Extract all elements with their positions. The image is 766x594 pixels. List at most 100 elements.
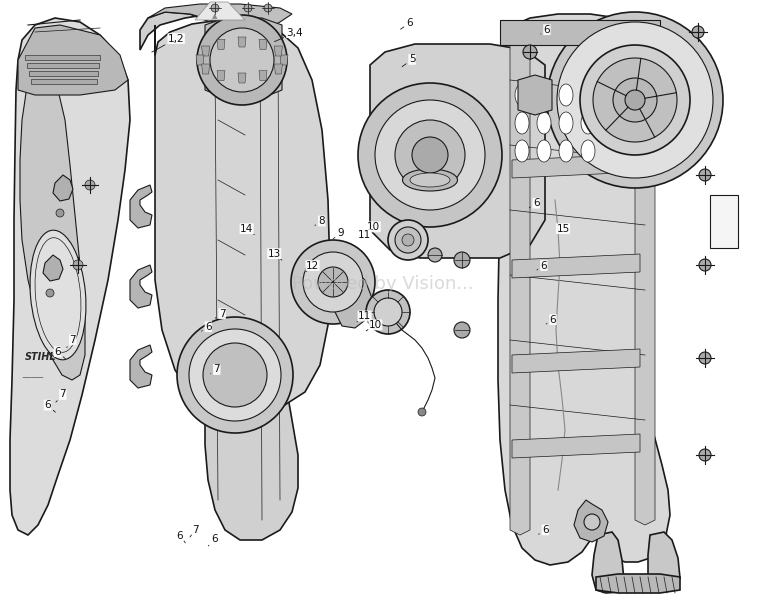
Text: 6: 6 <box>538 525 548 535</box>
Text: 6: 6 <box>44 400 55 412</box>
Circle shape <box>412 137 448 173</box>
Polygon shape <box>259 71 267 81</box>
Polygon shape <box>518 75 552 115</box>
Polygon shape <box>195 2 245 20</box>
Circle shape <box>46 289 54 297</box>
Ellipse shape <box>402 169 457 191</box>
Polygon shape <box>18 25 128 95</box>
Circle shape <box>395 227 421 253</box>
Text: 1,2: 1,2 <box>152 34 185 52</box>
Ellipse shape <box>581 84 595 106</box>
Circle shape <box>210 28 274 92</box>
Text: 6: 6 <box>54 347 65 359</box>
Polygon shape <box>648 532 680 592</box>
Circle shape <box>211 4 219 12</box>
Text: 6: 6 <box>529 198 539 208</box>
Text: 9: 9 <box>333 228 344 239</box>
Text: 6: 6 <box>208 534 218 546</box>
Polygon shape <box>27 63 99 68</box>
Polygon shape <box>196 55 204 65</box>
Polygon shape <box>130 265 152 308</box>
Text: Powered by Vision...: Powered by Vision... <box>292 275 474 293</box>
Polygon shape <box>53 175 73 201</box>
Polygon shape <box>280 55 288 65</box>
Polygon shape <box>31 79 97 84</box>
Text: 7: 7 <box>67 335 76 347</box>
Circle shape <box>593 58 677 142</box>
Polygon shape <box>574 500 608 542</box>
Circle shape <box>203 343 267 407</box>
Polygon shape <box>205 18 282 98</box>
Polygon shape <box>274 46 283 56</box>
Circle shape <box>625 90 645 110</box>
Text: 6: 6 <box>177 531 185 543</box>
Text: 6: 6 <box>546 315 556 324</box>
Ellipse shape <box>559 112 573 134</box>
Polygon shape <box>29 71 98 76</box>
Text: 11: 11 <box>357 311 372 322</box>
Text: 8: 8 <box>315 216 325 226</box>
Ellipse shape <box>559 140 573 162</box>
Circle shape <box>73 260 83 270</box>
Circle shape <box>264 4 272 12</box>
Text: 11: 11 <box>358 230 372 239</box>
Circle shape <box>523 45 537 59</box>
Circle shape <box>454 252 470 268</box>
Ellipse shape <box>537 84 551 106</box>
Text: 7: 7 <box>56 390 66 402</box>
Circle shape <box>699 352 711 364</box>
Text: 10: 10 <box>366 320 382 331</box>
Circle shape <box>584 514 600 530</box>
Polygon shape <box>10 18 130 535</box>
Ellipse shape <box>559 84 573 106</box>
Polygon shape <box>201 46 210 56</box>
Circle shape <box>428 248 442 262</box>
Circle shape <box>547 12 723 188</box>
Text: ─────: ───── <box>22 375 43 381</box>
Polygon shape <box>370 44 545 258</box>
Circle shape <box>418 408 426 416</box>
Text: 13: 13 <box>267 249 282 260</box>
Text: 6: 6 <box>537 261 547 270</box>
Circle shape <box>557 22 713 178</box>
Polygon shape <box>25 55 100 60</box>
Circle shape <box>366 290 410 334</box>
Circle shape <box>699 259 711 271</box>
Text: 15: 15 <box>556 224 570 233</box>
Polygon shape <box>592 532 624 593</box>
Polygon shape <box>512 254 640 278</box>
Circle shape <box>454 322 470 338</box>
Polygon shape <box>335 268 372 328</box>
Polygon shape <box>201 64 210 74</box>
Text: 6: 6 <box>201 322 211 331</box>
Text: 3,4: 3,4 <box>274 28 303 42</box>
Circle shape <box>56 209 64 217</box>
Circle shape <box>189 329 281 421</box>
Polygon shape <box>20 75 85 380</box>
Ellipse shape <box>537 112 551 134</box>
Circle shape <box>388 220 428 260</box>
Circle shape <box>699 169 711 181</box>
Polygon shape <box>43 255 63 281</box>
Polygon shape <box>274 64 283 74</box>
Polygon shape <box>710 195 738 248</box>
Polygon shape <box>512 154 640 178</box>
Circle shape <box>402 234 414 246</box>
Polygon shape <box>217 71 225 81</box>
Polygon shape <box>512 349 640 373</box>
Text: 5: 5 <box>402 55 415 67</box>
Text: 12: 12 <box>306 261 319 271</box>
Circle shape <box>291 240 375 324</box>
Circle shape <box>177 317 293 433</box>
Text: 6: 6 <box>541 25 550 34</box>
Text: 14: 14 <box>240 224 254 235</box>
Polygon shape <box>238 73 246 83</box>
Ellipse shape <box>30 230 86 360</box>
Circle shape <box>699 449 711 461</box>
Polygon shape <box>635 25 655 525</box>
Text: 7: 7 <box>211 365 220 374</box>
Circle shape <box>303 252 363 312</box>
Circle shape <box>85 180 95 190</box>
Circle shape <box>395 120 465 190</box>
Circle shape <box>197 15 287 105</box>
